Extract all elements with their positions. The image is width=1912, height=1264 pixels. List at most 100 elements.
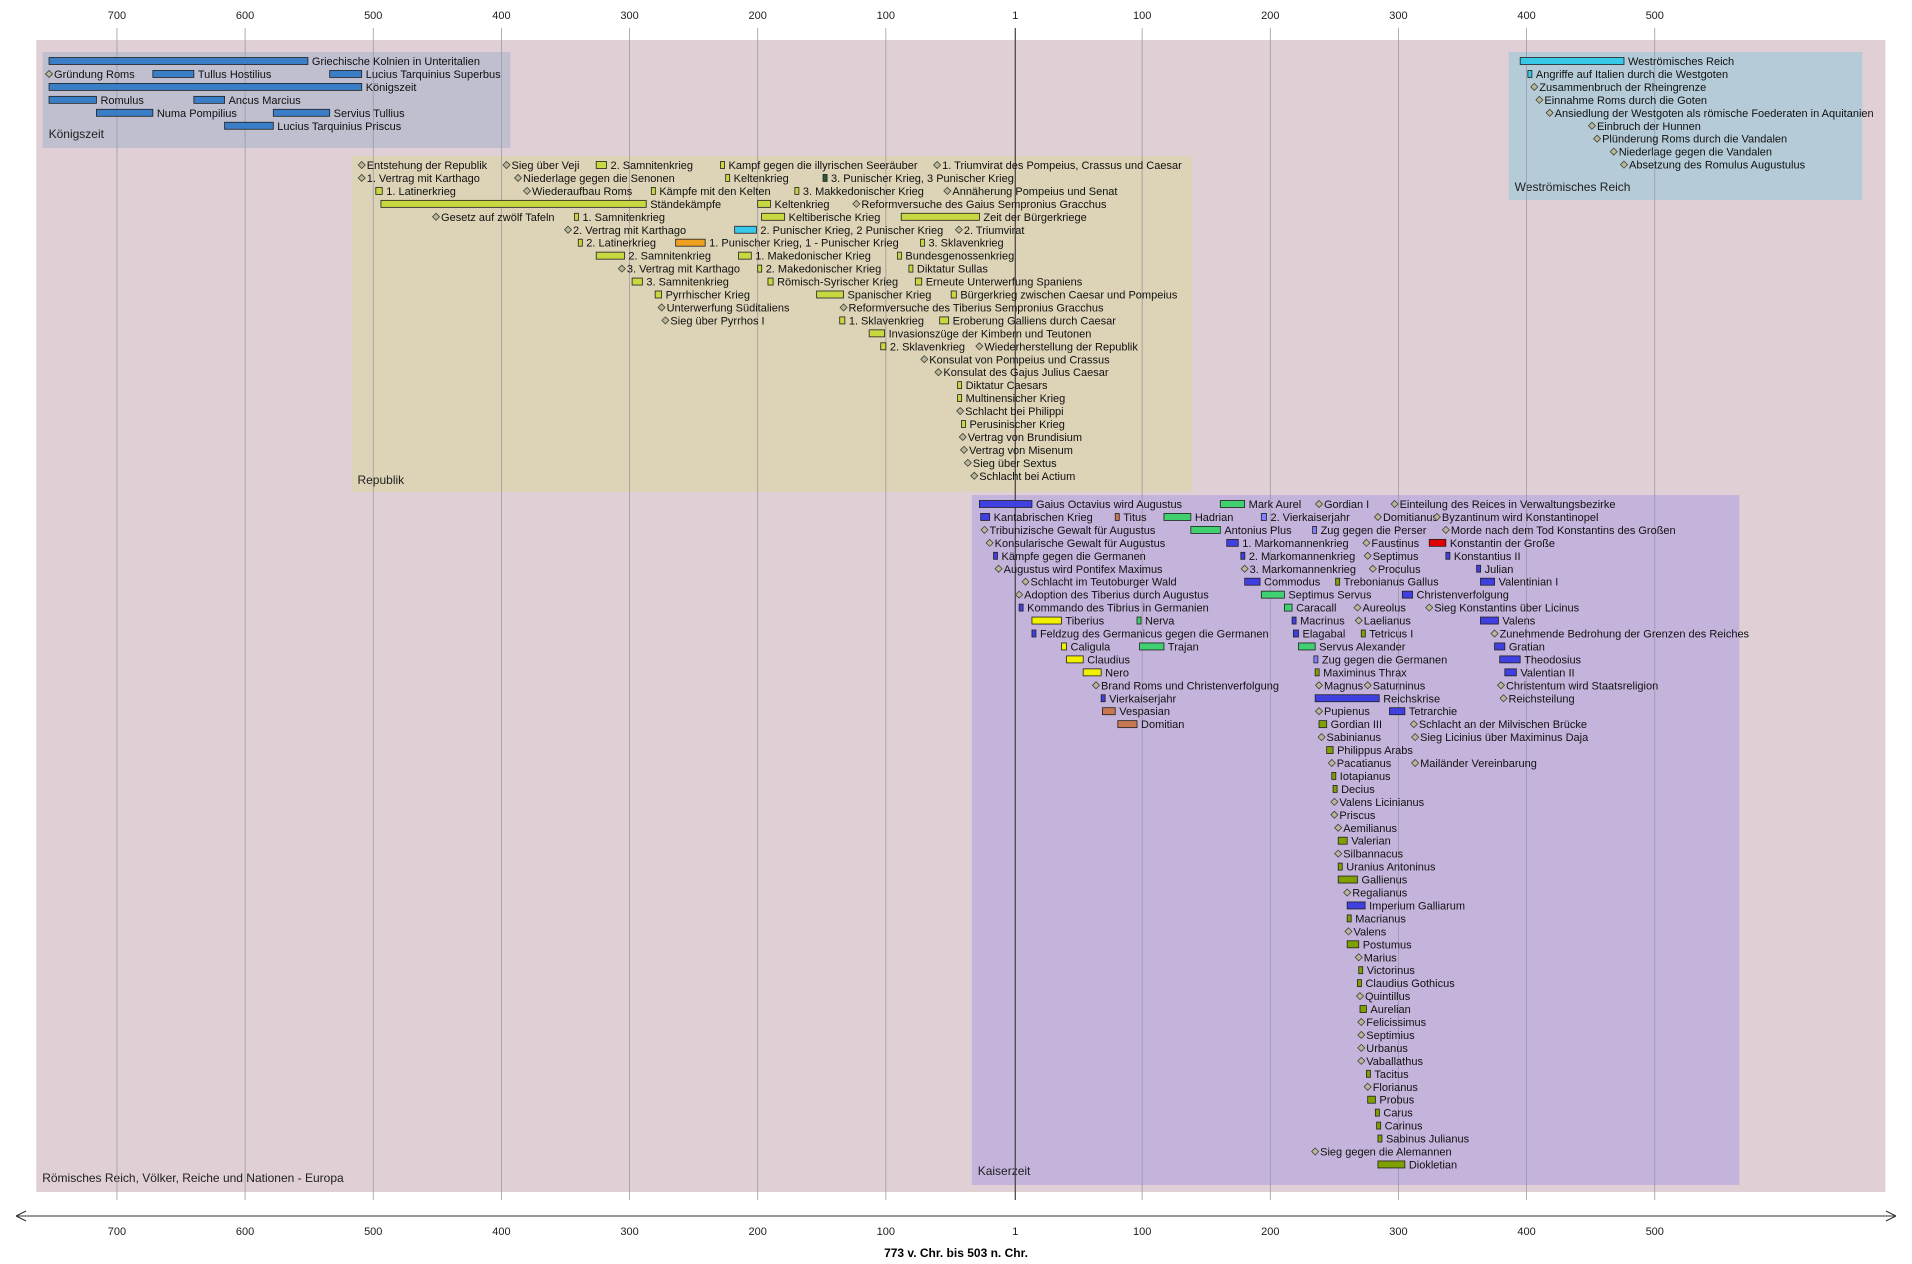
event-marker	[958, 432, 967, 442]
event-label: 2. Punischer Krieg, 2 Punischer Krieg	[760, 225, 943, 237]
event-label: Byzantinum wird Konstantinopel	[1442, 512, 1599, 524]
event-marker	[975, 342, 984, 351]
event-bar	[1318, 720, 1328, 729]
tick-label-top: 200	[1261, 10, 1279, 22]
event-marker	[1363, 681, 1372, 690]
tick-label-bottom: 200	[749, 1226, 767, 1238]
event-label: Vespasian	[1119, 706, 1170, 718]
event-bar	[1314, 668, 1320, 677]
event-bar	[908, 264, 914, 273]
event-label: Numa Pompilius	[157, 108, 238, 120]
event-marker	[1314, 499, 1324, 509]
event-label: Claudius Gothicus	[1365, 978, 1455, 990]
event-bar	[1377, 1160, 1406, 1169]
event-marker	[1334, 849, 1343, 858]
event-label: Tetricus I	[1369, 629, 1413, 641]
event-bar	[1102, 707, 1116, 716]
event-label: Reformversuche des Tiberius Sempronius G…	[849, 302, 1104, 314]
event-label: Septimius	[1366, 1030, 1415, 1042]
event-label: Römisch-Syrischer Krieg	[777, 277, 898, 289]
event-label: 2. Sklavenkrieg	[890, 341, 965, 353]
event-bar	[1519, 57, 1625, 65]
event-marker	[357, 173, 366, 183]
event-label: Sabinus Julianus	[1386, 1134, 1470, 1146]
event-label: Sieg Konstantins über Licinus	[1434, 603, 1579, 615]
event-label: Schlacht bei Actium	[979, 471, 1075, 483]
event-bar	[1260, 513, 1267, 521]
event-marker	[1490, 629, 1499, 638]
event-label: Bundesgenossenkrieg	[905, 251, 1014, 263]
group-label-westrom: Weströmisches Reich	[1515, 180, 1631, 194]
group-koenigszeit	[42, 52, 511, 148]
event-label: Gallienus	[1361, 875, 1407, 887]
event-label: Decius	[1341, 784, 1375, 796]
event-marker	[1496, 681, 1506, 690]
event-label: Vertrag von Misenum	[969, 445, 1073, 457]
event-label: Sieg gegen die Alemannen	[1320, 1147, 1452, 1159]
event-marker	[1311, 1147, 1320, 1156]
event-marker	[1425, 603, 1434, 612]
event-label: Weströmisches Reich	[1628, 56, 1734, 68]
event-label: Diktatur Caesars	[966, 380, 1048, 392]
tick-label-top: 300	[620, 10, 638, 22]
event-bar	[380, 199, 647, 208]
event-bar	[757, 199, 771, 208]
event-label: Angriffe auf Italien durch die Westgoten	[1536, 69, 1728, 81]
event-bar	[1139, 642, 1165, 651]
event-label: Kantabrischen Krieg	[994, 512, 1093, 524]
event-label: Nerva	[1145, 616, 1175, 628]
event-label: Aureolus	[1362, 603, 1406, 615]
event-label: Einbruch der Hunnen	[1597, 121, 1701, 133]
event-marker	[1432, 512, 1441, 522]
event-bar	[574, 212, 579, 221]
event-bar	[761, 212, 786, 221]
tick-label-bottom: 1	[1012, 1226, 1018, 1238]
event-marker	[1353, 603, 1362, 612]
event-marker	[1363, 1082, 1372, 1091]
event-bar	[1527, 70, 1533, 78]
event-label: Regalianus	[1352, 888, 1408, 900]
event-label: Pyrrhischer Krieg	[666, 290, 750, 302]
event-label: 3. Makkedonischer Krieg	[803, 186, 924, 198]
event-marker	[1409, 720, 1418, 729]
event-bar	[1312, 526, 1317, 534]
event-label: Florianus	[1373, 1082, 1419, 1094]
event-label: Valentinian I	[1499, 577, 1559, 589]
event-label: Zeit der Bürgerkriege	[983, 212, 1086, 224]
event-label: Lucius Tarquinius Superbus	[366, 69, 501, 81]
event-label: Zug gegen die Germanen	[1322, 654, 1447, 666]
tick-label-top: 700	[108, 10, 126, 22]
event-label: Konstantius II	[1454, 551, 1521, 563]
event-marker	[1091, 681, 1101, 690]
event-label: 1. Latinerkrieg	[386, 186, 456, 198]
event-label: Laelianus	[1364, 616, 1412, 628]
event-bar	[939, 316, 950, 325]
event-bar	[375, 186, 383, 195]
event-bar	[1359, 1005, 1367, 1013]
event-label: Plünderung Roms durch die Vandalen	[1602, 134, 1787, 146]
event-label: Imperium Galliarum	[1369, 900, 1465, 912]
event-bar	[1376, 1121, 1382, 1130]
group-backgrounds: Römisches Reich, Völker, Reiche und Nati…	[36, 40, 1886, 1192]
event-marker	[1373, 512, 1383, 522]
event-bar	[868, 329, 885, 338]
event-label: Quintillus	[1365, 991, 1411, 1003]
event-bar	[48, 57, 309, 65]
event-bar	[595, 161, 607, 169]
event-bar	[1082, 668, 1102, 677]
event-bar	[767, 277, 774, 286]
event-marker	[1314, 681, 1324, 690]
event-label: 1. Makedonischer Krieg	[755, 251, 871, 263]
event-bar	[993, 551, 998, 560]
event-label: Annäherung Pompeius und Senat	[952, 186, 1117, 198]
event-label: Invasionszüge der Kimbern und Teutonen	[889, 328, 1092, 340]
event-bar	[720, 161, 725, 169]
event-bar	[1260, 590, 1285, 599]
event-marker	[563, 225, 573, 234]
event-bar	[1240, 551, 1246, 560]
event-bar	[1332, 785, 1338, 793]
tick-label-top: 100	[1133, 10, 1151, 22]
event-label: 3. Samnitenkrieg	[646, 277, 729, 289]
event-label: 2. Vertrag mit Karthago	[573, 225, 686, 237]
group-kaiserzeit	[971, 495, 1740, 1185]
